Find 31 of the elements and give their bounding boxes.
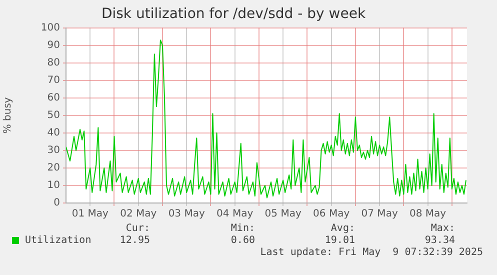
- y-tick-label: 80: [47, 57, 60, 68]
- text: 19.01: [324, 235, 355, 246]
- y-tick-label: 100: [40, 22, 60, 34]
- text: Last update: Fri May 9 07:32:39 2025: [260, 247, 483, 258]
- y-tick-label: 90: [47, 40, 60, 51]
- x-tick-label: 08 May: [410, 208, 446, 220]
- text: 0.60: [230, 235, 255, 246]
- x-tick-label: 05 May: [264, 208, 302, 220]
- y-tick-label: 60: [47, 92, 60, 104]
- x-tick-label: 06 May: [313, 208, 350, 220]
- y-tick-label: 20: [47, 162, 60, 174]
- text: Cur:: [124, 223, 150, 234]
- y-tick-label: 40: [47, 128, 60, 139]
- x-tick-label: 04 May: [216, 208, 254, 220]
- x-tick-label: 01 May: [72, 208, 108, 220]
- text: Max:: [430, 223, 455, 234]
- x-tick-label: 07 May: [361, 208, 398, 220]
- x-tick-label: 03 May: [168, 208, 205, 220]
- text: 12.95: [120, 235, 150, 246]
- x-tick-label: 02 May: [120, 208, 157, 220]
- y-tick-label: 70: [47, 74, 60, 86]
- y-tick-label: 10: [47, 180, 60, 192]
- text: 93.34: [424, 235, 455, 246]
- chart-title: Disk utilization for /dev/sdd - by week: [101, 6, 366, 22]
- text: Min:: [230, 223, 255, 234]
- y-tick-label: 0: [54, 198, 60, 209]
- text: Avg:: [330, 223, 355, 234]
- y-tick-label: 50: [47, 110, 60, 121]
- y-axis-title: % busy: [2, 97, 14, 134]
- y-tick-label: 30: [47, 145, 60, 156]
- legend-label: Utilization: [25, 235, 92, 246]
